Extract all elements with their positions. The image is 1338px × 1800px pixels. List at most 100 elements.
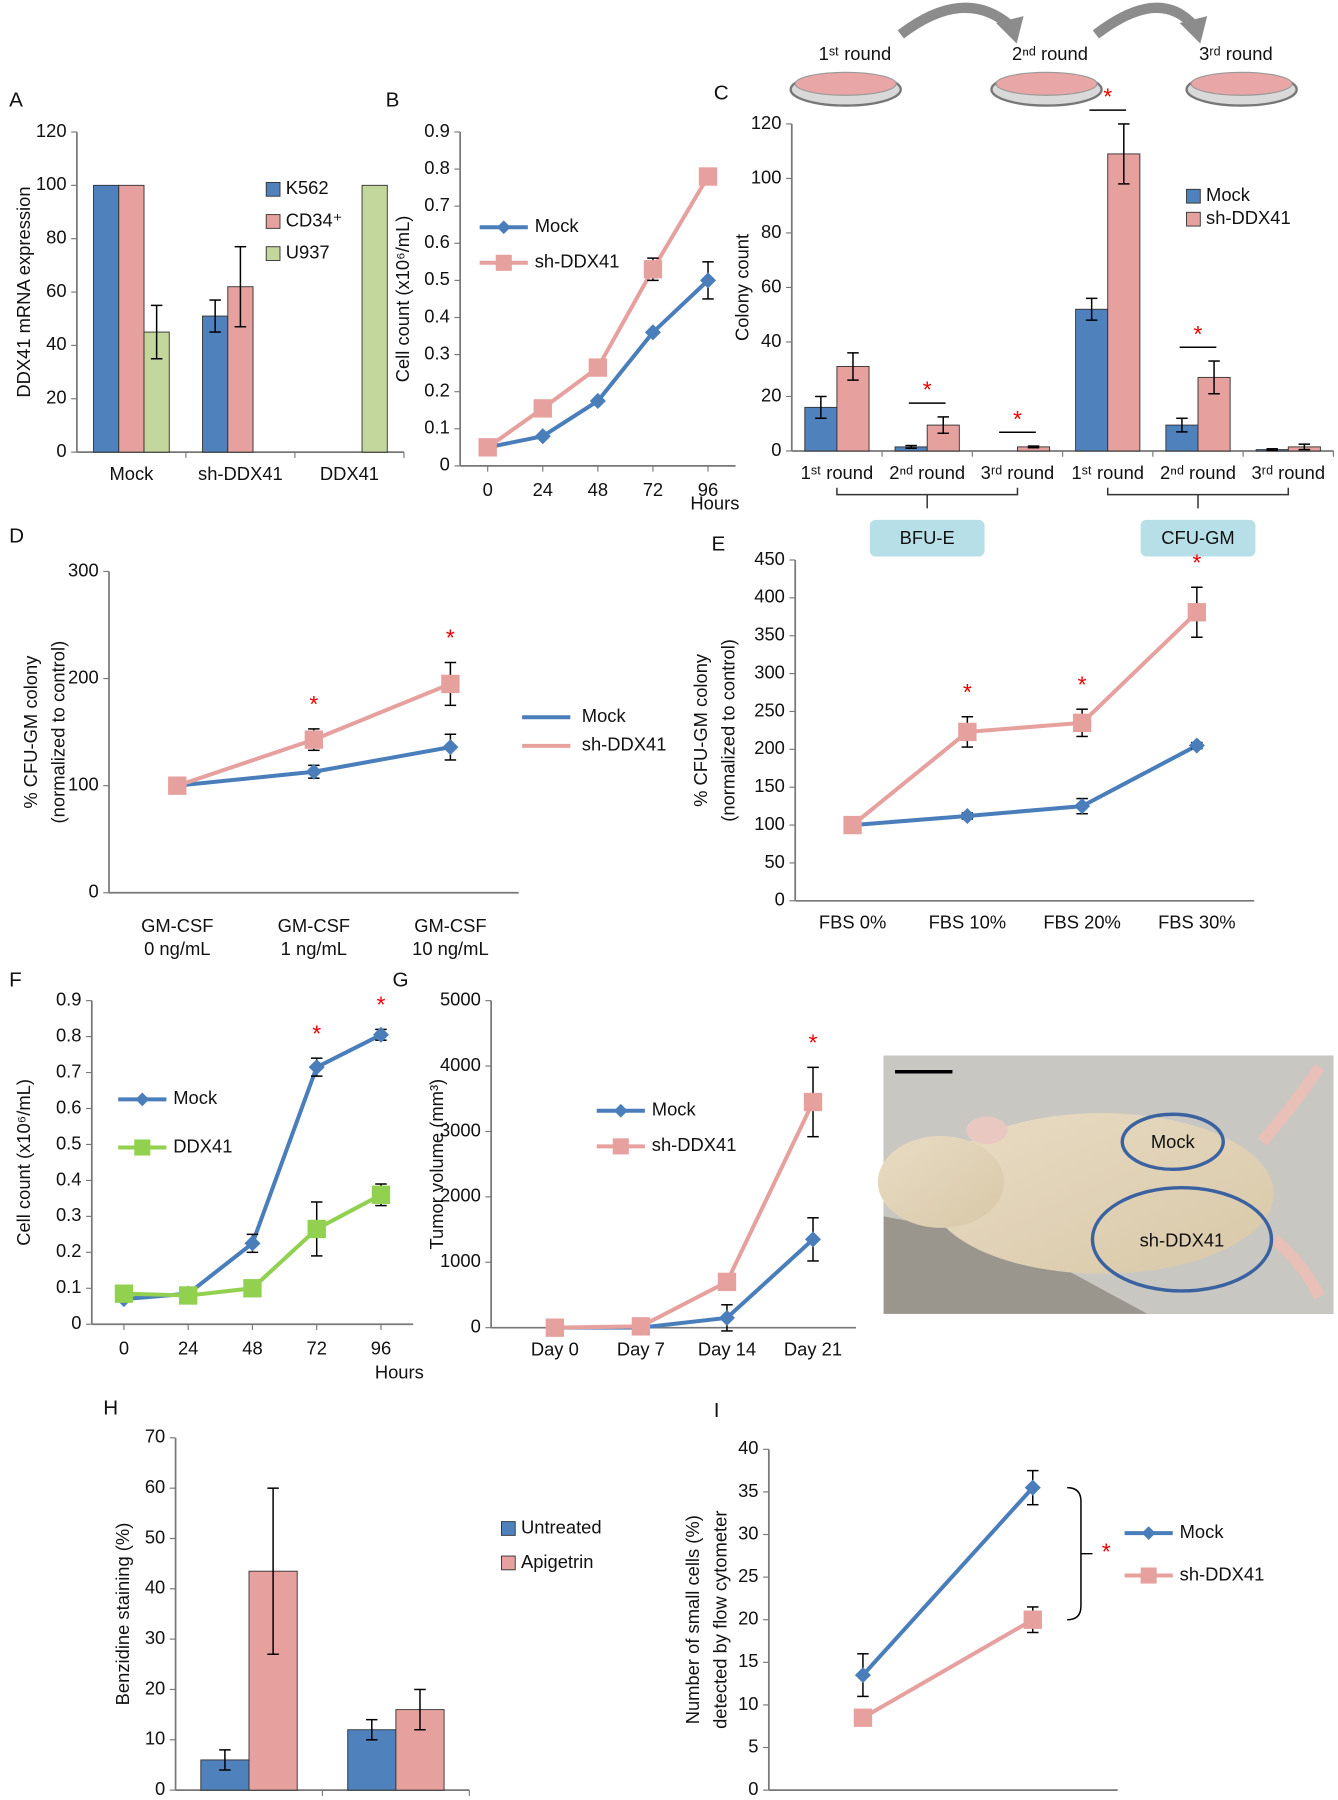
x-tick-label: 3ʳᵈ round bbox=[1251, 462, 1325, 483]
y-axis-label: % CFU-GM colony bbox=[690, 653, 711, 807]
marker bbox=[179, 1286, 198, 1305]
legend-label: CD34⁺ bbox=[286, 209, 343, 230]
bar bbox=[202, 315, 229, 453]
y-tick-label: 0.3 bbox=[424, 342, 450, 363]
photo-label: sh-DDX41 bbox=[1140, 1229, 1225, 1250]
y-axis-label: % CFU-GM colony bbox=[20, 655, 41, 809]
y-tick-label: 0.6 bbox=[56, 1096, 82, 1117]
x-tick-label: 10 ng/mL bbox=[412, 938, 489, 959]
legend-marker bbox=[495, 254, 512, 271]
marker bbox=[545, 1318, 565, 1337]
significance-mark: * bbox=[1103, 84, 1112, 110]
x-tick-label: sh-DDX41 bbox=[198, 463, 283, 484]
marker bbox=[1072, 713, 1092, 733]
x-axis-label: Hours bbox=[375, 1361, 424, 1382]
x-tick-label: 2ⁿᵈ round bbox=[889, 462, 965, 483]
y-tick-label: 0 bbox=[71, 1312, 81, 1333]
y-tick-label: 100 bbox=[36, 173, 67, 194]
y-tick-label: 0.8 bbox=[424, 157, 450, 178]
panel-label: B bbox=[386, 88, 400, 111]
x-tick-label: 1 ng/mL bbox=[281, 938, 347, 959]
x-tick-label: DDX41 bbox=[320, 463, 379, 484]
legend-label: DDX41 bbox=[173, 1135, 232, 1156]
x-tick-label: GM-CSF bbox=[141, 915, 213, 936]
legend-label: sh-DDX41 bbox=[582, 734, 667, 755]
y-tick-label: 300 bbox=[754, 661, 785, 682]
y-tick-label: 2000 bbox=[440, 1185, 481, 1206]
marker bbox=[243, 1279, 262, 1298]
significance-mark: * bbox=[1078, 671, 1087, 697]
x-tick-label: GM-CSF bbox=[414, 915, 486, 936]
line bbox=[861, 1617, 1034, 1720]
y-tick-label: 0.5 bbox=[56, 1132, 82, 1153]
x-tick-label: Day 0 bbox=[531, 1338, 579, 1359]
y-tick-label: 200 bbox=[754, 737, 785, 758]
round-label: 1ˢᵗ round bbox=[819, 43, 892, 64]
significance-mark: * bbox=[446, 625, 455, 651]
legend-marker bbox=[613, 1103, 628, 1118]
y-tick-label: 450 bbox=[754, 548, 785, 569]
y-tick-label: 35 bbox=[738, 1480, 758, 1501]
y-tick-label: 120 bbox=[751, 112, 782, 133]
y-tick-label: 300 bbox=[68, 559, 99, 580]
marker bbox=[644, 324, 661, 341]
x-tick-label: Day 21 bbox=[784, 1338, 842, 1359]
y-tick-label: 0.1 bbox=[56, 1276, 82, 1297]
x-tick-label: GM-CSF bbox=[278, 915, 350, 936]
marker bbox=[244, 1235, 261, 1252]
bar bbox=[118, 184, 145, 453]
marker bbox=[1023, 1610, 1042, 1629]
legend-label: Untreated bbox=[521, 1516, 602, 1537]
legend-label: sh-DDX41 bbox=[1206, 207, 1291, 228]
y-tick-label: 80 bbox=[46, 227, 66, 248]
group-label: CFU-GM bbox=[1161, 527, 1234, 548]
x-tick-label: 0 ng/mL bbox=[144, 938, 210, 959]
marker bbox=[631, 1317, 651, 1336]
marker bbox=[534, 428, 551, 445]
legend-swatch bbox=[1186, 188, 1201, 204]
marker bbox=[843, 815, 862, 835]
y-tick-label: 0.7 bbox=[424, 194, 450, 215]
marker bbox=[168, 776, 187, 795]
line bbox=[554, 1101, 815, 1330]
y-tick-label: 40 bbox=[761, 330, 781, 351]
marker bbox=[114, 1284, 134, 1303]
x-tick-label: FBS 10% bbox=[929, 912, 1007, 933]
marker bbox=[698, 167, 718, 186]
bar bbox=[1075, 308, 1109, 452]
panel-label: I bbox=[714, 1399, 720, 1422]
y-tick-label: 70 bbox=[145, 1426, 165, 1447]
marker bbox=[853, 1708, 873, 1727]
y-tick-label: 100 bbox=[751, 166, 782, 187]
x-tick-label: 96 bbox=[698, 479, 718, 500]
y-tick-label: 0.4 bbox=[56, 1168, 82, 1189]
y-tick-label: 0.4 bbox=[424, 305, 450, 326]
y-tick-label: 0.1 bbox=[424, 417, 450, 438]
y-tick-label: 400 bbox=[754, 586, 785, 607]
line bbox=[861, 1486, 1035, 1677]
bar bbox=[361, 184, 388, 453]
marker bbox=[854, 1667, 871, 1684]
legend-label: U937 bbox=[286, 241, 330, 262]
legend-swatch bbox=[265, 214, 281, 229]
x-tick-label: 24 bbox=[178, 1337, 198, 1358]
y-tick-label: 25 bbox=[738, 1565, 758, 1586]
legend-marker bbox=[1141, 1526, 1156, 1540]
legend-swatch bbox=[265, 182, 281, 197]
y-tick-label: 20 bbox=[738, 1608, 758, 1629]
y-tick-label: 200 bbox=[68, 666, 99, 687]
x-tick-label: 72 bbox=[307, 1337, 327, 1358]
marker bbox=[803, 1092, 823, 1112]
bar bbox=[93, 184, 120, 453]
y-tick-label: 0.5 bbox=[424, 268, 450, 289]
y-axis-label: Colony count bbox=[731, 234, 752, 341]
x-tick-label: FBS 20% bbox=[1043, 912, 1121, 933]
y-tick-label: 0.9 bbox=[424, 120, 450, 141]
marker bbox=[304, 730, 324, 749]
panel-label: D bbox=[9, 524, 24, 547]
round-label: 3ʳᵈ round bbox=[1199, 43, 1273, 64]
y-tick-label: 60 bbox=[46, 280, 66, 301]
marker bbox=[441, 674, 460, 694]
